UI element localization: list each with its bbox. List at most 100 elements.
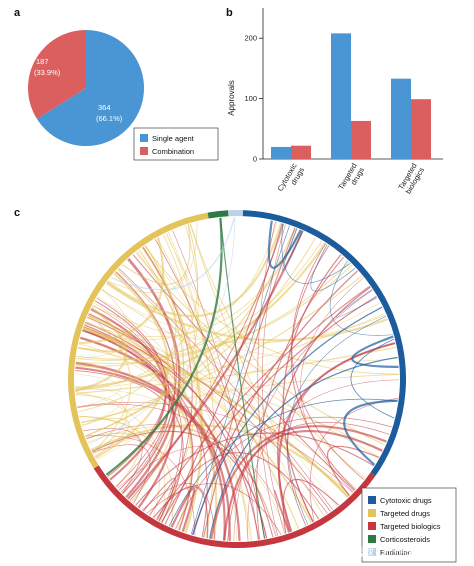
chord-ribbon: [343, 399, 398, 466]
chord-ribbon: [88, 314, 132, 453]
chord-ribbon: [75, 373, 121, 409]
pie-label-pct-combination: (33.9%): [34, 68, 61, 77]
chord-arc-targeted-biologics: [93, 465, 376, 548]
chord-ribbon: [142, 477, 176, 522]
chord-legend: Cytotoxic drugs Targeted drugs Targeted bi…: [361, 487, 457, 563]
y-tick-label: 100: [244, 94, 257, 103]
chord-ribbon: [105, 217, 223, 476]
chord-ribbon: [261, 224, 286, 534]
chord-ribbon: [296, 479, 328, 523]
chord-ribbon: [76, 264, 353, 360]
chord-ribbon: [267, 220, 302, 269]
chord-ribbon: [153, 485, 209, 539]
pie-chart: 364 (66.1%) 187 (33.9%): [27, 30, 144, 146]
chord-ribbon: [256, 256, 344, 540]
chord-diagram: [67, 210, 406, 548]
legend-label-targeted-drugs: Targeted drugs: [380, 509, 430, 518]
chord-ribbon: [170, 486, 196, 532]
bar-single-agent-2: [391, 78, 411, 159]
chord-ribbon: [281, 228, 304, 271]
y-axis-title: Approvals: [227, 80, 236, 116]
legend-swatch-targeted-drugs: [368, 509, 376, 517]
chord-ribbon: [107, 225, 199, 478]
chord-ribbon: [86, 432, 141, 488]
chord-ribbon: [107, 222, 198, 294]
chord-ribbon: [118, 268, 333, 510]
watermark-text: 雪球 · biotech前瞻: [354, 546, 435, 559]
chord-ribbon: [75, 364, 253, 541]
chord-ribbon: [115, 271, 176, 494]
panel-b-label: b: [226, 7, 233, 19]
chord-ribbon: [81, 275, 363, 426]
chord-ribbon: [326, 445, 379, 497]
bar-combination-0: [291, 145, 311, 159]
chord-ribbon: [336, 289, 378, 318]
panel-a-label: a: [14, 7, 21, 19]
chord-ribbon: [172, 230, 259, 540]
pie-label-value-single: 364: [98, 103, 111, 112]
chord-ribbon: [227, 421, 390, 541]
legend-swatch-targeted-biologics: [368, 522, 376, 530]
chord-ribbon: [257, 221, 279, 536]
chord-ribbon: [189, 223, 366, 479]
legend-label-radiation: Radiation: [380, 548, 412, 557]
chord-ribbon: [210, 425, 387, 540]
chord-arc-cytotoxic-drugs: [242, 210, 406, 476]
legend-swatch-combination: [140, 147, 148, 155]
chord-ribbon: [94, 300, 170, 491]
chord-ribbon: [76, 240, 323, 361]
bar-single-agent-0: [271, 146, 291, 159]
chord-ribbon: [191, 306, 383, 535]
chord-arc-radiation: [228, 210, 243, 217]
chord-ribbon: [82, 221, 278, 341]
panel-c-label: c: [14, 207, 20, 219]
legend-swatch-corticosteroids: [368, 535, 376, 543]
legend-swatch-radiation: [368, 548, 376, 556]
pie-label-value-combination: 187: [36, 57, 49, 66]
pie-slice-combination: [27, 30, 86, 119]
chord-ribbon: [94, 272, 170, 459]
y-tick-label: 0: [253, 155, 257, 164]
chord-ribbon: [122, 245, 185, 495]
chord-ribbon: [92, 305, 386, 344]
chord-ribbon: [77, 327, 125, 353]
chord-ribbon: [96, 302, 381, 461]
chord-ribbon: [290, 245, 356, 491]
chord-arc-corticosteroids: [207, 210, 229, 219]
chord-ribbon: [155, 452, 320, 520]
chord-ribbon: [168, 398, 398, 527]
legend-label-targeted-biologics: Targeted biologics: [380, 522, 441, 531]
chord-ribbon: [141, 483, 216, 540]
chord-ribbon: [233, 289, 373, 541]
pie-label-pct-single: (66.1%): [96, 114, 123, 123]
chord-ribbon: [75, 386, 123, 427]
chord-ribbon: [80, 417, 130, 458]
chord-ribbon: [146, 483, 282, 536]
chord-ribbon: [149, 285, 371, 516]
bar-combination-2: [411, 99, 431, 159]
chord-ribbon: [281, 223, 351, 284]
chord-ribbon: [310, 244, 356, 292]
y-tick-label: 200: [244, 34, 257, 43]
legend-swatch-cytotoxic-drugs: [368, 496, 376, 504]
chord-ribbon: [127, 230, 304, 500]
chord-ribbon: [247, 379, 400, 541]
chord-arc-targeted-drugs: [67, 212, 209, 469]
chord-ribbon: [350, 338, 395, 419]
chord-ribbon: [190, 225, 290, 535]
chord-ribbon: [75, 224, 199, 392]
chord-ribbon: [132, 254, 355, 492]
legend-swatch-single-agent: [140, 134, 148, 142]
legend-label-corticosteroids: Corticosteroids: [380, 535, 430, 544]
chord-ribbon: [209, 356, 398, 539]
chord-ribbon: [287, 316, 387, 525]
legend-label-single-agent: Single agent: [152, 134, 195, 143]
pie-slice-single-agent: [36, 30, 144, 146]
chord-ribbon: [329, 260, 393, 336]
chord-ribbon: [76, 288, 132, 359]
chord-ribbon: [88, 217, 236, 445]
chord-ribbon: [219, 217, 266, 539]
chord-ribbon: [101, 289, 398, 362]
